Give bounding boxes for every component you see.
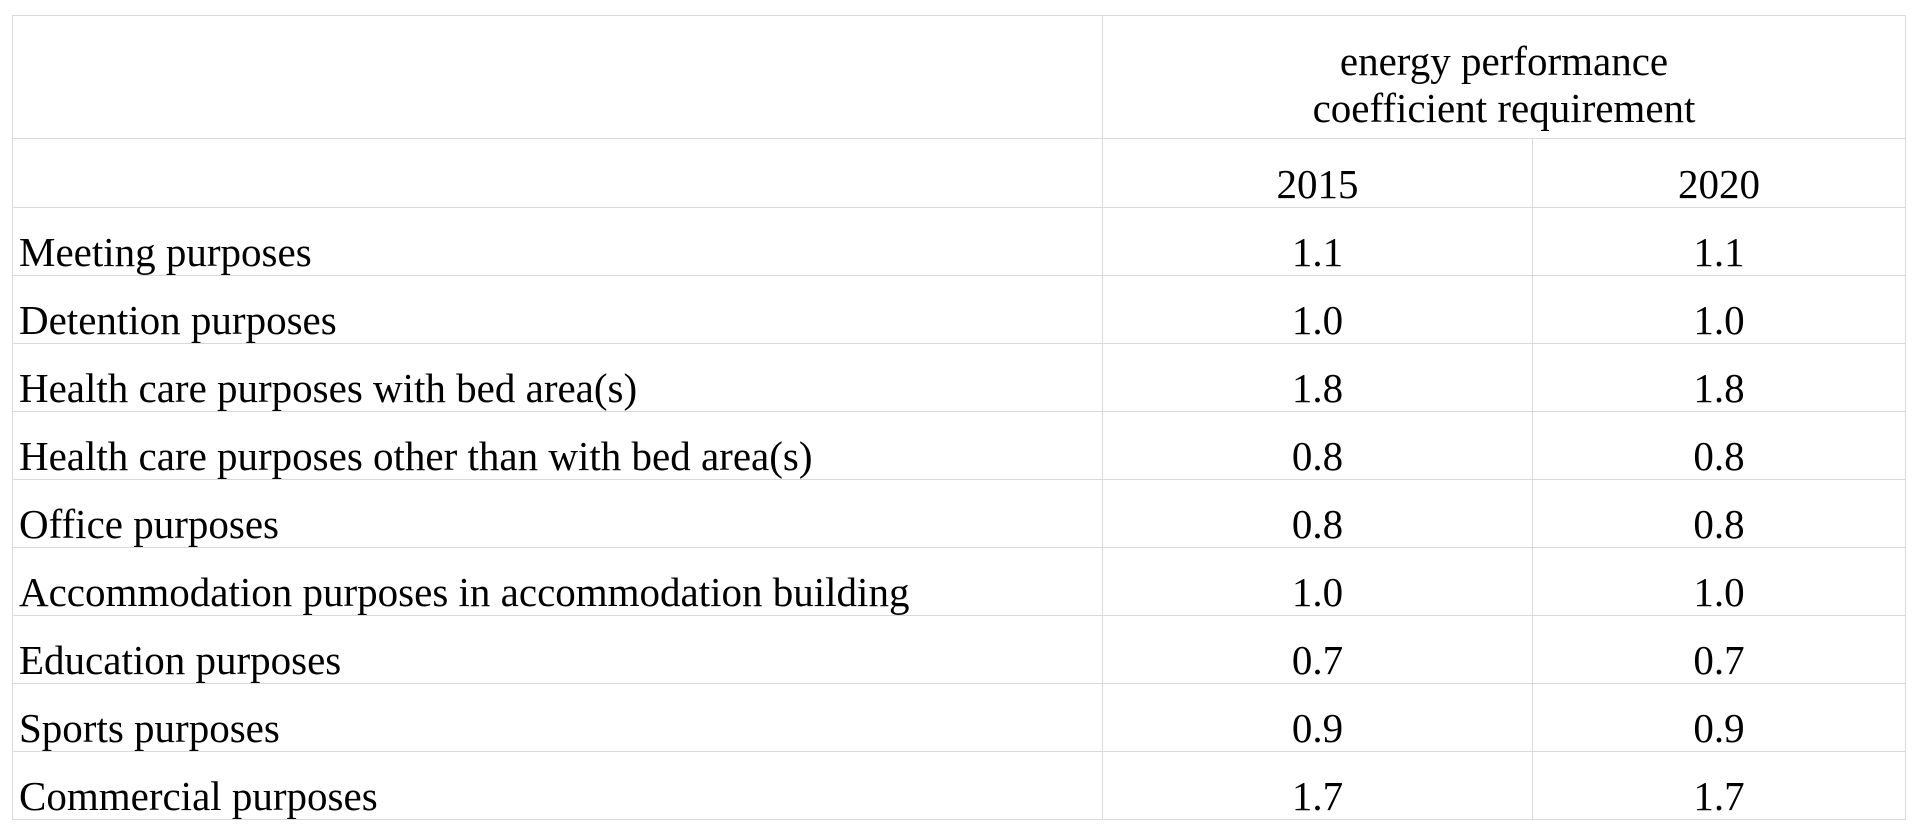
header-row: energy performance coefficient requireme… [12,15,1906,139]
year-cell: 2020 [1532,138,1906,208]
table-body: energy performance coefficient requireme… [12,15,1906,820]
value-cell: 1.1 [1532,207,1906,276]
data-row: Accommodation purposes in accommodation … [12,547,1906,616]
data-row: Education purposes 0.7 0.7 [12,615,1906,684]
data-row: Meeting purposes 1.1 1.1 [12,207,1906,276]
value-cell: 0.7 [1102,615,1533,684]
value-cell: 1.1 [1102,207,1533,276]
value-cell: 1.0 [1102,547,1533,616]
row-label: Health care purposes other than with bed… [12,411,1103,480]
row-label: Health care purposes with bed area(s) [12,343,1103,412]
data-row: Sports purposes 0.9 0.9 [12,683,1906,752]
value-cell: 1.8 [1102,343,1533,412]
row-label: Commercial purposes [12,751,1103,820]
row-label: Accommodation purposes in accommodation … [12,547,1103,616]
data-row: Detention purposes 1.0 1.0 [12,275,1906,344]
value-cell: 1.8 [1532,343,1906,412]
value-cell: 1.0 [1532,275,1906,344]
data-row: Health care purposes other than with bed… [12,411,1906,480]
value-cell: 1.7 [1532,751,1906,820]
row-label: Office purposes [12,479,1103,548]
row-label: Sports purposes [12,683,1103,752]
row-label: Education purposes [12,615,1103,684]
coefficient-table: energy performance coefficient requireme… [12,15,1906,820]
header-text: energy performance coefficient requireme… [1312,38,1696,131]
header-cell: energy performance coefficient requireme… [1102,15,1906,139]
row-label: Meeting purposes [12,207,1103,276]
row-label: Detention purposes [12,275,1103,344]
data-row: Office purposes 0.8 0.8 [12,479,1906,548]
data-row: Health care purposes with bed area(s) 1.8… [12,343,1906,412]
year-row: 2015 2020 [12,138,1906,208]
value-cell: 1.7 [1102,751,1533,820]
value-cell: 0.9 [1532,683,1906,752]
year-cell: 2015 [1102,138,1533,208]
value-cell: 0.9 [1102,683,1533,752]
empty-cell [12,138,1103,208]
value-cell: 0.8 [1532,479,1906,548]
value-cell: 0.8 [1532,411,1906,480]
empty-cell [12,15,1103,139]
value-cell: 1.0 [1102,275,1533,344]
value-cell: 0.8 [1102,411,1533,480]
value-cell: 1.0 [1532,547,1906,616]
value-cell: 0.7 [1532,615,1906,684]
data-row: Commercial purposes 1.7 1.7 [12,751,1906,820]
value-cell: 0.8 [1102,479,1533,548]
